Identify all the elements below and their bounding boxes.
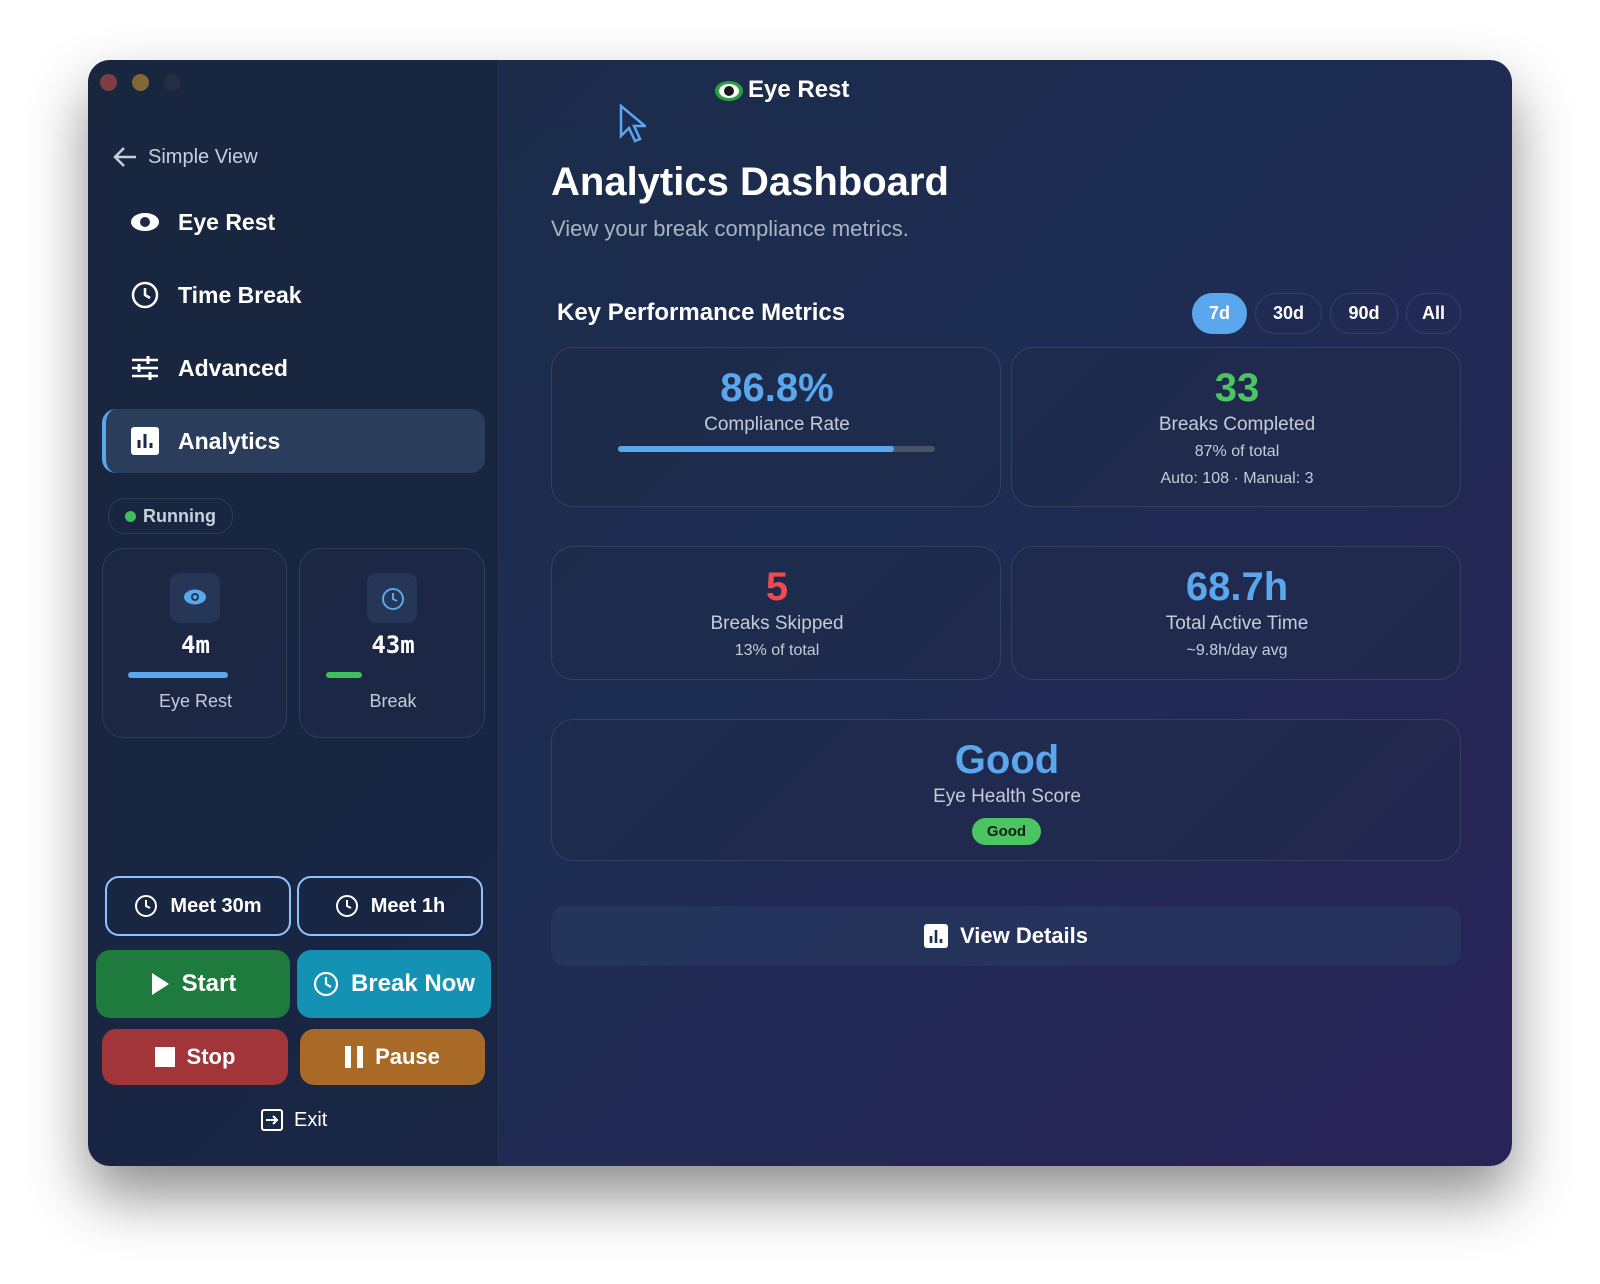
page-title: Analytics Dashboard [551,160,949,204]
metric-card: 5 Breaks Skipped 13% of total [551,546,1001,680]
range-tab[interactable]: 30d [1255,293,1322,334]
timer-label: Eye Rest [158,691,233,711]
metric-value: 33 [1214,366,1260,410]
range-tab[interactable]: All [1406,293,1461,334]
timer-progress [128,672,228,678]
button-label: Meet 1h [370,894,446,917]
range-tab-active[interactable]: 7d [1192,293,1247,334]
progress-fill [618,446,894,452]
health-card: Good Eye Health Score Good [551,719,1461,861]
nav-label: Time Break [178,281,302,308]
section-title: Key Performance Metrics [557,299,846,326]
health-value: Good [954,738,1060,782]
metric-label: Total Active Time [1165,613,1309,634]
metric-note: 87% of total [1194,443,1280,460]
button-label: Stop [186,1044,236,1069]
metric-label: Breaks Skipped [710,613,844,634]
exit-button[interactable]: Exit [260,1108,327,1132]
break-now-button[interactable]: Break Now [297,950,491,1018]
window-title: Eye Rest [748,76,850,103]
timer-value: 4m [181,631,210,659]
metric-note: Auto: 108 · Manual: 3 [1160,470,1314,487]
metric-card: 68.7h Total Active Time ~9.8h/day avg [1011,546,1461,680]
button-label: Start [181,970,237,997]
nav-label: Advanced [178,354,288,381]
status-label: Running [143,505,216,526]
view-details-button[interactable]: View Details [551,906,1461,966]
range-tab[interactable]: 90d [1330,293,1398,334]
status-dot [125,511,136,522]
nav-item[interactable]: Eye Rest [102,190,485,254]
nav-label: Eye Rest [178,208,276,235]
sidebar: Simple View Eye Rest Time Break Advanced… [88,60,499,1166]
button-label: Meet 30m [170,894,262,917]
metric-card: 33 Breaks Completed 87% of total Auto: 1… [1011,347,1461,507]
back-link[interactable]: Simple View [112,144,258,170]
pause-button[interactable]: Pause [300,1029,485,1085]
mouse-cursor [619,104,646,143]
health-label: Eye Health Score [933,786,1081,807]
metric-note: 13% of total [734,642,820,659]
metric-label: Breaks Completed [1158,414,1316,435]
button-label: View Details [960,923,1088,948]
meeting-button[interactable]: Meet 1h [297,876,483,936]
exit-label: Exit [294,1108,328,1131]
metric-note: ~9.8h/day avg [1186,642,1288,659]
button-label: Pause [375,1044,440,1069]
metric-card: 86.8% Compliance Rate [551,347,1001,507]
metric-value: 86.8% [720,366,834,410]
status-pill: Running [108,498,233,534]
metric-value: 5 [765,565,789,609]
meeting-button[interactable]: Meet 30m [105,876,291,936]
timer-label: Break [369,691,417,711]
stop-button[interactable]: Stop [102,1029,288,1085]
timer-card: 4m Eye Rest [102,548,287,738]
page-subtitle: View your break compliance metrics. [551,216,909,241]
back-icon [113,147,136,167]
app-icon [715,81,743,101]
nav-item-active[interactable]: Analytics [102,409,485,473]
back-label: Simple View [148,145,258,168]
metric-label: Compliance Rate [704,414,850,435]
button-label: Break Now [350,970,476,997]
start-button[interactable]: Start [96,950,290,1018]
nav-item[interactable]: Advanced [102,336,485,400]
timer-value: 43m [371,631,415,659]
timer-card: 43m Break [299,548,485,738]
health-badge: Good [972,818,1041,845]
metric-value: 68.7h [1185,565,1289,609]
app-window: Eye Rest Simple View Eye Rest Time Break… [88,60,1512,1166]
timer-progress [326,672,362,678]
nav-item[interactable]: Time Break [102,263,485,327]
nav-label: Analytics [178,427,281,454]
